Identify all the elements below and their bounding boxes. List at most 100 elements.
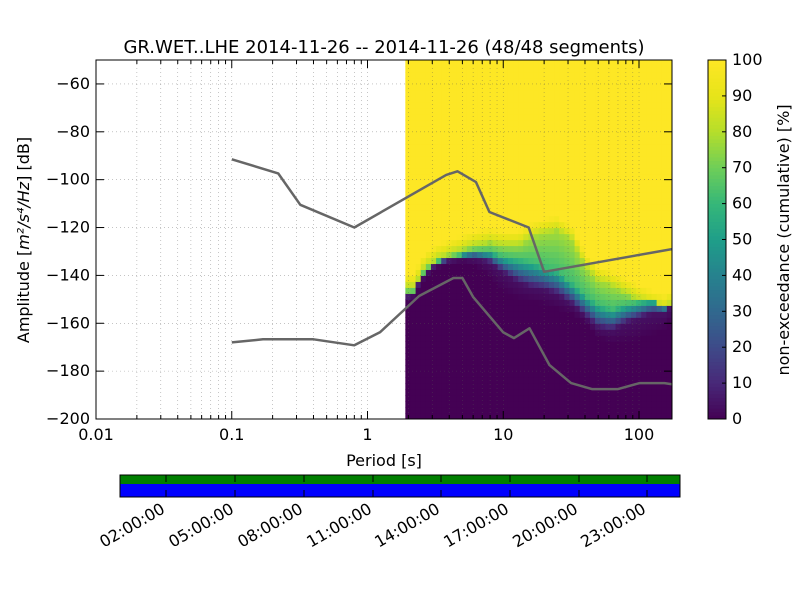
heatmap-cell (528, 203, 535, 211)
heatmap-cell (630, 185, 637, 193)
heatmap-cell (543, 365, 550, 372)
heatmap-cell (651, 371, 658, 378)
colorbar-segment (708, 350, 726, 355)
heatmap-cell (584, 371, 591, 378)
heatmap-cell (610, 173, 617, 181)
heatmap-cell (425, 221, 432, 229)
heatmap-cell (620, 113, 627, 121)
heatmap-cell (620, 125, 627, 133)
heatmap-cell (584, 143, 591, 151)
heatmap-cell (405, 275, 412, 282)
heatmap-cell (610, 371, 617, 378)
heatmap-cell (605, 125, 612, 133)
heatmap-cell (666, 275, 672, 282)
heatmap-cell (415, 245, 422, 253)
heatmap-cell (425, 359, 432, 366)
heatmap-cell (579, 377, 586, 384)
heatmap-cell (569, 191, 576, 199)
heatmap-cell (666, 263, 672, 271)
heatmap-cell (513, 167, 519, 175)
heatmap-cell (625, 89, 632, 97)
heatmap-cell (651, 125, 658, 133)
heatmap-cell (492, 179, 499, 187)
heatmap-cell (584, 89, 591, 97)
heatmap-cell (461, 60, 468, 67)
heatmap-cell (559, 233, 565, 241)
heatmap-cell (430, 305, 437, 312)
heatmap-cell (630, 407, 637, 414)
colorbar-segment (708, 149, 726, 154)
heatmap-cell (636, 227, 642, 235)
heatmap-cell (641, 407, 647, 414)
timeline-label: 02:00:00 (96, 499, 168, 551)
heatmap-cell (559, 83, 565, 91)
heatmap-cell (466, 119, 473, 127)
heatmap-cell (543, 263, 550, 271)
heatmap-cell (477, 137, 483, 145)
heatmap-cell (543, 347, 550, 354)
heatmap-cell (548, 401, 555, 408)
heatmap-cell (579, 131, 586, 139)
y-axis-label: Amplitude [m²/s⁴/Hz] [dB] (14, 137, 33, 343)
heatmap-cell (574, 113, 581, 121)
heatmap-cell (482, 209, 488, 217)
heatmap-cell (513, 197, 519, 205)
heatmap-cell (482, 83, 488, 91)
heatmap-cell (574, 257, 581, 265)
heatmap-cell (564, 347, 571, 354)
heatmap-cell (477, 341, 483, 348)
heatmap-cell (528, 149, 535, 157)
heatmap-cell (569, 227, 576, 235)
heatmap-cell (482, 125, 488, 133)
heatmap-cell (513, 215, 519, 223)
heatmap-cell (661, 407, 668, 414)
heatmap-cell (656, 77, 663, 85)
heatmap-cell (523, 143, 530, 151)
colorbar-segment (708, 340, 726, 345)
heatmap-cell (436, 107, 442, 115)
heatmap-cell (615, 353, 622, 360)
heatmap-cell (518, 299, 524, 306)
colorbar-tick-label: 20 (732, 337, 752, 356)
heatmap-cell (600, 401, 606, 408)
heatmap-cell (415, 119, 422, 127)
heatmap-cell (646, 60, 653, 67)
heatmap-cell (615, 341, 622, 348)
heatmap-cell (589, 203, 596, 211)
heatmap-cell (446, 407, 453, 414)
heatmap-cell (625, 389, 632, 396)
heatmap-cell (569, 107, 576, 115)
heatmap-cell (461, 335, 468, 342)
heatmap-cell (472, 60, 478, 67)
heatmap-cell (564, 245, 571, 253)
heatmap-cell (651, 281, 658, 288)
heatmap-cell (430, 161, 437, 169)
heatmap-cell (482, 341, 488, 348)
heatmap-cell (466, 371, 473, 378)
heatmap-cell (497, 161, 504, 169)
heatmap-cell (502, 281, 509, 288)
heatmap-cell (466, 341, 473, 348)
heatmap-cell (487, 299, 494, 306)
heatmap-cell (507, 197, 514, 205)
heatmap-cell (466, 197, 473, 205)
heatmap-cell (538, 293, 545, 300)
colorbar-segment (708, 95, 726, 100)
heatmap-cell (584, 299, 591, 306)
heatmap-cell (425, 395, 432, 402)
heatmap-cell (477, 77, 483, 85)
colorbar-segment (708, 228, 726, 233)
heatmap-cell (492, 101, 499, 109)
heatmap-cell (548, 125, 555, 133)
heatmap-cell (620, 65, 627, 73)
heatmap-cell (641, 155, 647, 163)
heatmap-cell (436, 137, 442, 145)
heatmap-cell (620, 341, 627, 348)
heatmap-cell (430, 329, 437, 336)
heatmap-cell (497, 65, 504, 73)
heatmap-cell (430, 407, 437, 414)
heatmap-cell (477, 209, 483, 217)
heatmap-cell (466, 143, 473, 151)
heatmap-cell (641, 317, 647, 324)
heatmap-cell (492, 353, 499, 360)
